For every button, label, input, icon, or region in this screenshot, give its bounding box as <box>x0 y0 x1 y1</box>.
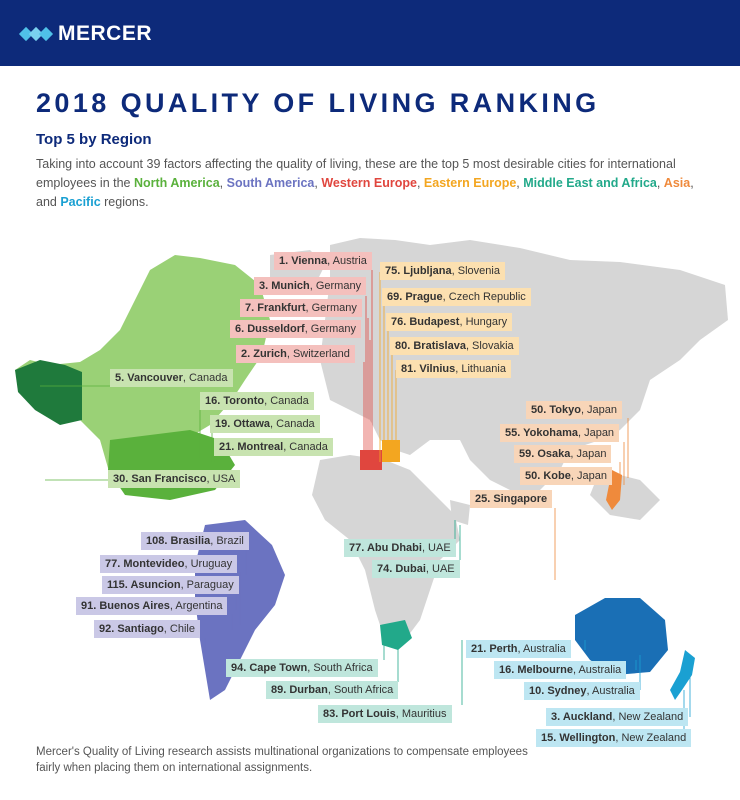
city-label-cape-town: 94. Cape Town, South Africa <box>226 659 378 677</box>
city-label-kobe: 50. Kobe, Japan <box>520 467 612 485</box>
city-label-santiago: 92. Santiago, Chile <box>94 620 200 638</box>
city-label-budapest: 76. Budapest, Hungary <box>386 313 513 331</box>
intro-paragraph: Taking into account 39 factors affecting… <box>36 157 694 209</box>
city-label-brasilia: 108. Brasilia, Brazil <box>141 532 249 550</box>
footer-note: Mercer's Quality of Living research assi… <box>36 746 528 774</box>
australia-shape <box>575 598 668 675</box>
city-label-auckland: 3. Auckland, New Zealand <box>546 708 689 726</box>
city-label-dusseldorf: 6. Dusseldorf, Germany <box>230 320 362 338</box>
city-label-tokyo: 50. Tokyo, Japan <box>526 401 623 419</box>
region-south-america: South America <box>226 176 315 190</box>
city-label-vienna: 1. Vienna, Austria <box>274 252 372 270</box>
city-label-montevideo: 77. Montevideo, Uruguay <box>100 555 238 573</box>
city-label-vilnius: 81. Vilnius, Lithuania <box>396 360 511 378</box>
region-eastern-europe: Eastern Europe <box>423 176 517 190</box>
region-western-europe: Western Europe <box>321 176 417 190</box>
city-label-ottawa: 19. Ottawa, Canada <box>210 415 320 433</box>
city-label-montreal: 21. Montreal, Canada <box>214 438 333 456</box>
city-label-wellington: 15. Wellington, New Zealand <box>536 729 692 747</box>
city-label-frankfurt: 7. Frankfurt, Germany <box>240 299 362 317</box>
city-label-durban: 89. Durban, South Africa <box>266 681 399 699</box>
city-label-vancouver: 5. Vancouver, Canada <box>110 369 233 387</box>
city-label-abu-dhabi: 77. Abu Dhabi, UAE <box>344 539 456 557</box>
city-label-ljubljana: 75. Ljubljana, Slovenia <box>380 262 505 280</box>
world-map: 1. Vienna, Austria 3. Munich, Germany 7.… <box>0 220 740 750</box>
city-label-perth: 21. Perth, Australia <box>466 640 571 658</box>
city-label-dubai: 74. Dubai, UAE <box>372 560 460 578</box>
region-pacific: Pacific <box>60 195 101 209</box>
city-label-port-louis: 83. Port Louis, Mauritius <box>318 705 452 723</box>
city-label-munich: 3. Munich, Germany <box>254 277 367 295</box>
city-label-toronto: 16. Toronto, Canada <box>200 392 314 410</box>
city-label-osaka: 59. Osaka, Japan <box>514 445 612 463</box>
city-label-melbourne: 16. Melbourne, Australia <box>494 661 627 679</box>
region-middle-east-africa: Middle East and Africa <box>523 176 657 190</box>
region-asia: Asia <box>663 176 691 190</box>
page-subtitle: Top 5 by Region <box>36 131 152 148</box>
mercer-logo-icon <box>18 23 54 45</box>
header-bar: MERCER <box>0 0 740 66</box>
city-label-singapore: 25. Singapore <box>470 490 553 508</box>
region-north-america: North America <box>133 176 220 190</box>
brand-name: MERCER <box>58 22 153 45</box>
page-title: 2018 QUALITY OF LIVING RANKING <box>36 88 600 118</box>
leader-lines <box>40 270 691 738</box>
city-label-asuncion: 115. Asuncion, Paraguay <box>102 576 239 594</box>
city-label-zurich: 2. Zurich, Switzerland <box>236 345 355 363</box>
city-label-bratislava: 80. Bratislava, Slovakia <box>390 337 519 355</box>
city-label-buenos-aires: 91. Buenos Aires, Argentina <box>76 597 228 615</box>
city-label-yokohama: 55. Yokohama, Japan <box>500 424 620 442</box>
city-label-san-francisco: 30. San Francisco, USA <box>108 470 241 488</box>
city-label-prague: 69. Prague, Czech Republic <box>382 288 531 306</box>
mercer-logo[interactable]: MERCER <box>18 20 153 48</box>
city-label-sydney: 10. Sydney, Australia <box>524 682 640 700</box>
